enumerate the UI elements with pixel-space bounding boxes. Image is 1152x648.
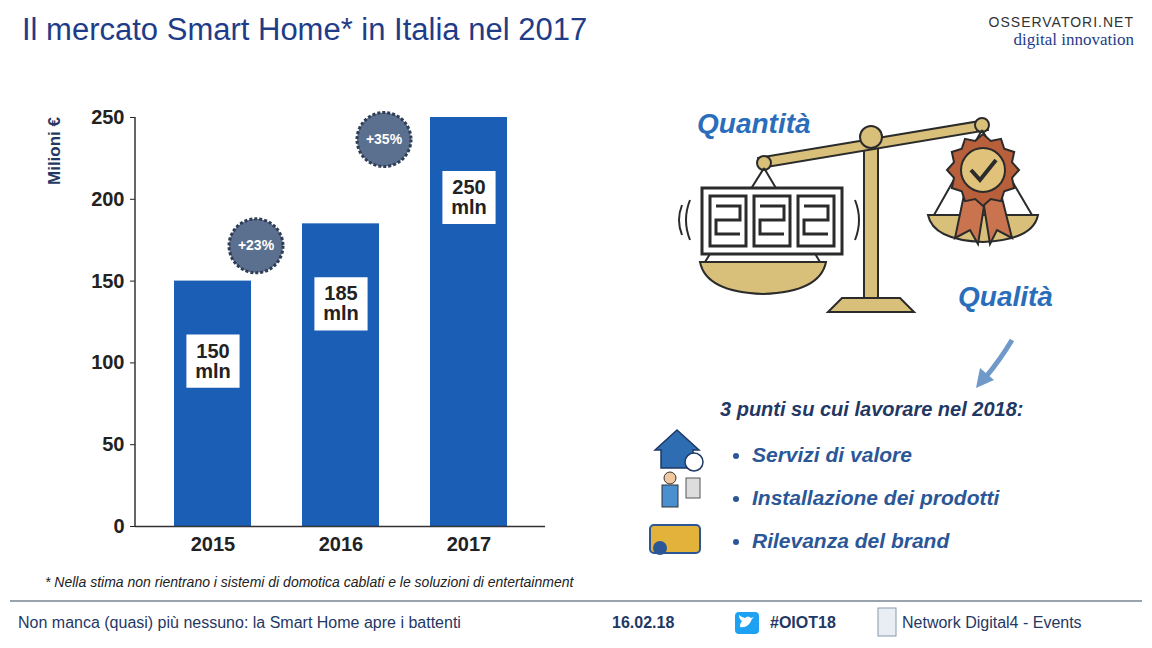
svg-text:100: 100 <box>91 351 124 373</box>
html-text:OSSERVATORI.NET: OSSERVATORI.NET <box>988 14 1134 30</box>
html-text:Qualità: Qualità <box>958 281 1053 312</box>
html-text:digital innovation: digital innovation <box>1013 30 1134 49</box>
html-text:Non manca (quasi) più nessuno:: Non manca (quasi) più nessuno: la Smart … <box>18 614 461 631</box>
html-text:16.02.18: 16.02.18 <box>612 614 675 631</box>
svg-text:+23%: +23% <box>238 237 275 253</box>
svg-text:2016: 2016 <box>319 533 364 555</box>
html-text:Installazione dei prodotti: Installazione dei prodotti <box>752 486 1000 509</box>
svg-text:+35%: +35% <box>366 131 403 147</box>
svg-text:250mln: 250mln <box>451 176 487 218</box>
html-text:Servizi di valore: Servizi di valore <box>752 443 912 466</box>
svg-text:150: 150 <box>91 270 124 292</box>
html-text:Quantità: Quantità <box>697 108 811 139</box>
svg-text:150mln: 150mln <box>195 340 231 382</box>
html-text:#OIOT18: #OIOT18 <box>770 614 836 631</box>
svg-text:2017: 2017 <box>447 533 492 555</box>
svg-text:250: 250 <box>91 106 124 128</box>
html-text:3 punti su cui lavorare nel 20: 3 punti su cui lavorare nel 2018: <box>720 398 1024 420</box>
svg-text:50: 50 <box>102 433 124 455</box>
html-text:* Nella stima non rientrano i: * Nella stima non rientrano i sistemi di… <box>45 574 574 590</box>
html-text:Network Digital4 - Events: Network Digital4 - Events <box>902 614 1082 631</box>
svg-text:2015: 2015 <box>191 533 236 555</box>
html-text:Il mercato Smart Home* in Ital: Il mercato Smart Home* in Italia nel 201… <box>22 12 588 47</box>
svg-text:185mln: 185mln <box>323 282 359 324</box>
svg-text:0: 0 <box>113 515 124 537</box>
html-text:Rilevanza del brand: Rilevanza del brand <box>752 529 950 552</box>
svg-text:Milioni €: Milioni € <box>45 116 64 185</box>
svg-text:200: 200 <box>91 188 124 210</box>
